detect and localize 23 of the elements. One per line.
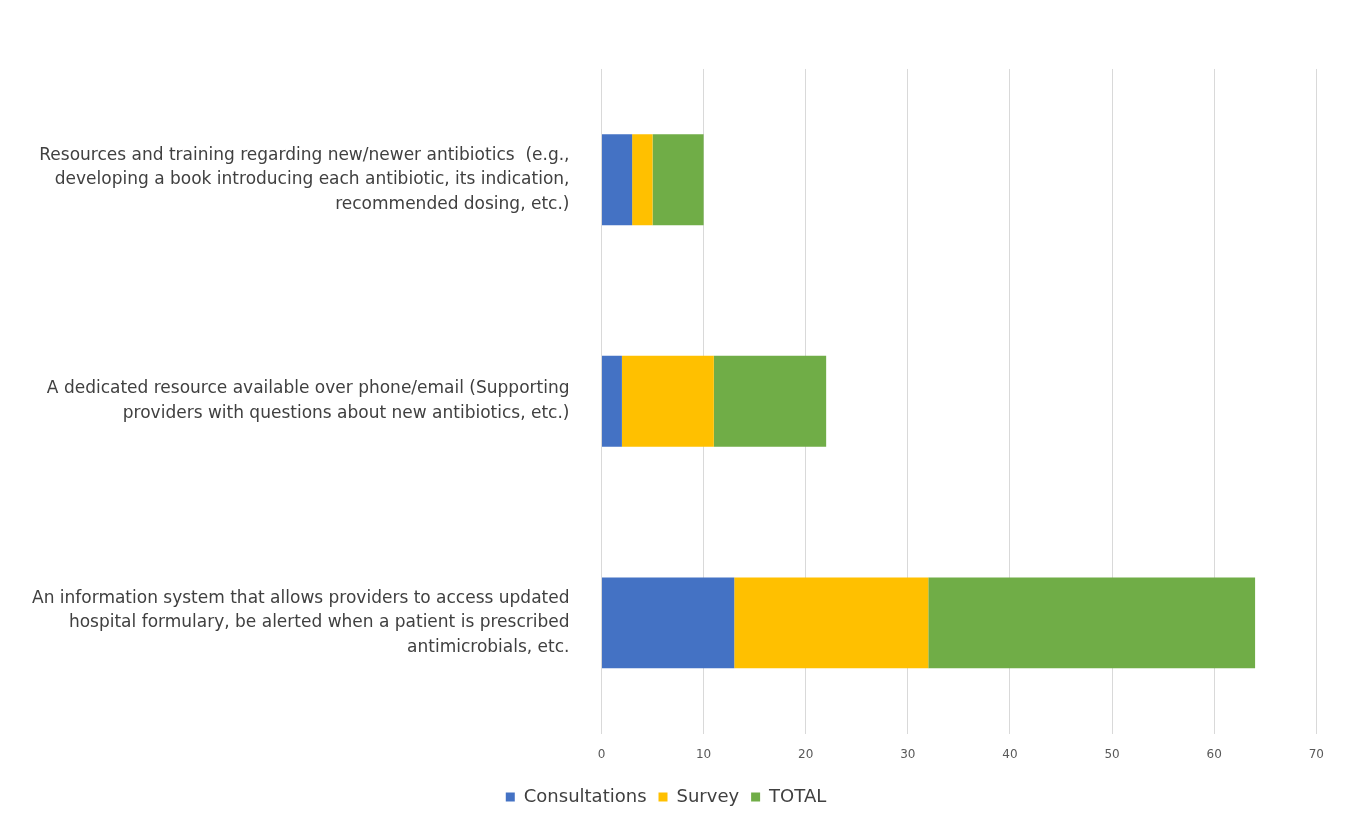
bar (734, 577, 929, 669)
x-tick-label: 0 (597, 746, 606, 761)
bar (621, 355, 714, 447)
legend-label: TOTAL (768, 784, 827, 806)
bar (601, 577, 735, 669)
x-tick-label: 40 (1002, 746, 1018, 761)
legend-label: Survey (676, 784, 740, 806)
y-tick-label: An information system that allows providers to access updated hospital formulary, be alerted when a patient is prescribed antimicrobials, etc. (32, 586, 570, 656)
bar (632, 134, 653, 226)
x-tick-label: 20 (798, 746, 814, 761)
x-tick-label: 50 (1104, 746, 1120, 761)
bar (928, 577, 1256, 669)
x-tick-label: 70 (1308, 746, 1325, 761)
y-tick-label: A dedicated resource available over phone/email (Supporting providers with questions about new antibiotics, etc.) (46, 377, 570, 423)
x-tick-label: 30 (900, 746, 916, 761)
bar (601, 355, 622, 447)
x-tick-label: 10 (695, 746, 712, 761)
bar (652, 134, 704, 226)
y-tick-label: Resources and training regarding new/newer antibiotics (e.g., developing a book introducing each antibiotic, its indication, recommended dosing, etc.) (39, 143, 570, 213)
legend-label: Consultations (523, 784, 647, 806)
x-tick-label: 60 (1206, 746, 1222, 761)
bar (713, 355, 827, 447)
bar (601, 134, 633, 226)
